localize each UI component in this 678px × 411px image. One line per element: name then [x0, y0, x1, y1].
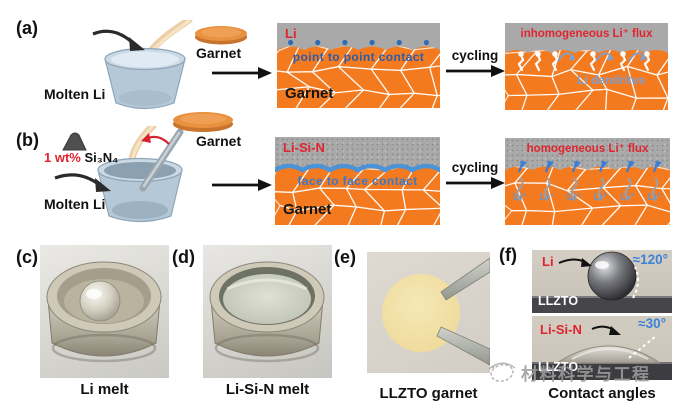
watermark-logo-icon [488, 362, 516, 383]
li-si-n-angle-value: ≈30° [638, 316, 666, 331]
watermark-text: 材料科学与工程 [521, 364, 651, 384]
schematic-a-after-cycling: inhomogeneous Li⁺ flux Li dendrites [505, 23, 668, 110]
powder-pile [62, 132, 87, 151]
caption-li-si-n-melt: Li-Si-N melt [225, 381, 310, 398]
substrate-label: LLZTO [538, 360, 579, 374]
pour-arrow-icon [54, 173, 111, 192]
li-ion-label: Li⁺ [647, 191, 662, 203]
flux-label: homogeneous Li⁺ flux [526, 143, 649, 155]
additive-label: 1 wt% Si₃N₄ [44, 150, 118, 165]
photo-llzto-garnet [367, 252, 490, 373]
li-angle-value: ≈120° [632, 252, 668, 267]
contact-mode-label: point to point contact [292, 50, 425, 64]
schematic-b-contact: Li-Si-N face to face contact Garnet [275, 137, 440, 225]
cycling-arrow-icon [446, 65, 505, 77]
garnet-grains [505, 160, 670, 225]
garnet-grains [275, 163, 440, 225]
crucible-a-illustration [92, 20, 193, 110]
caption-llzto-garnet: LLZTO garnet [379, 385, 478, 402]
caption-li-melt: Li melt [80, 381, 129, 398]
li-droplet [587, 251, 637, 301]
garnet-layer-label: Garnet [283, 201, 332, 218]
photo-contact-angle-li: Li ≈120° LLZTO [532, 250, 672, 313]
photo-li-si-n-melt [203, 245, 332, 378]
stir-arrow-icon [141, 133, 170, 145]
panel-label-b: (b) [16, 130, 39, 150]
li-si-n-droplet [555, 345, 662, 364]
cycling-arrow-icon [446, 177, 505, 189]
garnet-disc-a [195, 26, 247, 45]
flux-label: inhomogeneous Li⁺ flux [520, 28, 653, 40]
garnet-label-b: Garnet [196, 133, 242, 149]
cycling-label-b: cycling [451, 160, 499, 175]
molten-li-label-a: Molten Li [44, 86, 106, 102]
crucible-b-illustration [54, 126, 184, 223]
cycling-label-a: cycling [451, 48, 499, 63]
li-ion-row: Li⁺ Li⁺ Li⁺ Li⁺ Li⁺ Li⁺ [507, 191, 668, 203]
li-ion-label: Li⁺ [593, 191, 609, 203]
tweezers-lower-arm [436, 326, 490, 366]
contact-mode-label: face to face contact [297, 174, 418, 188]
li-ion-label: Li⁺ [512, 191, 528, 203]
li-layer-label: Li [285, 26, 297, 41]
pour-arrow-icon [92, 29, 145, 51]
li-si-n-layer-label: Li-Si-N [283, 140, 325, 155]
dendrites-label: Li dendrites [577, 73, 646, 87]
garnet-layer-label: Garnet [285, 85, 334, 102]
li-material-label: Li [542, 254, 554, 269]
li-ion-label: Li⁺ [620, 191, 636, 203]
schematic-b-after-cycling: homogeneous Li⁺ flux Li⁺ Li⁺ Li⁺ Li⁺ Li⁺… [505, 138, 670, 225]
li-ion-label: Li⁺ [566, 191, 582, 203]
caption-contact-angles: Contact angles [548, 385, 656, 402]
additive-amount: 1 wt% [44, 150, 81, 165]
tweezers-upper-arm [440, 257, 490, 301]
garnet-grains [505, 50, 668, 110]
arrow-right-icon [212, 179, 272, 191]
angle-marker [632, 266, 639, 299]
garnet-label-a: Garnet [196, 45, 242, 61]
panel-label-f: (f) [499, 245, 517, 265]
molten-li-label-b: Molten Li [44, 196, 106, 212]
panel-label-a: (a) [16, 18, 38, 38]
panel-label-e: (e) [334, 247, 356, 267]
schematic-a-contact: Li point to point contact Garnet [277, 23, 440, 108]
substrate-label: LLZTO [538, 294, 579, 308]
pointer-arrow-icon [591, 325, 621, 335]
garnet-grains [277, 39, 440, 108]
photo-li-melt [40, 245, 169, 378]
arrow-right-icon [212, 67, 272, 79]
pointer-arrow-icon [558, 258, 592, 267]
photo-contact-angle-li-si-n: Li-Si-N ≈30° LLZTO [532, 316, 672, 380]
panel-label-c: (c) [16, 247, 38, 267]
watermark: 材料科学与工程 [486, 356, 651, 388]
li-si-n-material-label: Li-Si-N [540, 322, 582, 337]
garnet-disc-b [173, 112, 233, 132]
panel-label-d: (d) [172, 247, 195, 267]
li-ion-label: Li⁺ [539, 191, 555, 203]
additive-formula: Si₃N₄ [84, 150, 119, 165]
